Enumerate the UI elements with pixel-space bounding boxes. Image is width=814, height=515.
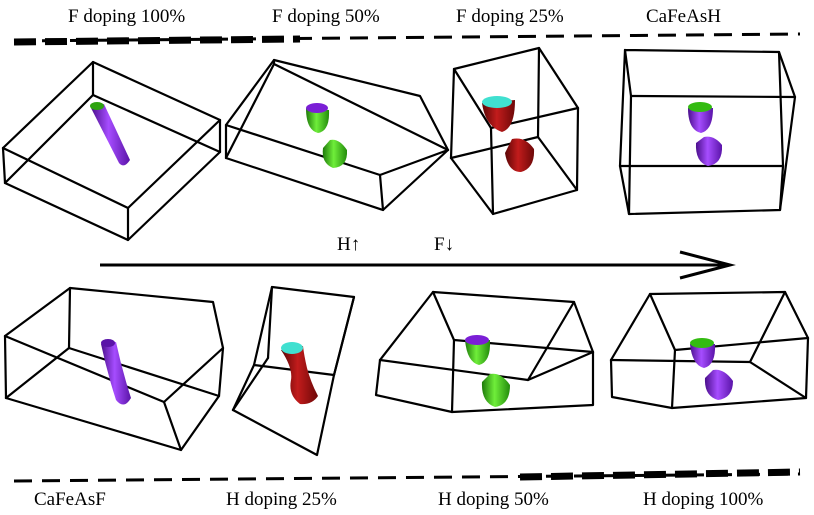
brillouin-zone-f-25: [449, 46, 580, 216]
label-h-doping-100: H doping 100%: [643, 489, 764, 510]
brillouin-zone-f-100: [1, 60, 222, 242]
fermi-pocket-upper-f-50: [306, 103, 330, 133]
label-h-doping-50: H doping 50%: [438, 489, 549, 510]
fermi-pocket-upper-f-25: [482, 96, 515, 132]
label-cafeash: CaFeAsH: [646, 6, 721, 27]
arrow-label-f-down: F↓: [434, 234, 454, 255]
bottom-dashed-separator-thick: [519, 468, 801, 481]
brillouin-zone-f-50: [224, 58, 450, 212]
fermi-pocket-lower-cafeash: [695, 136, 723, 166]
top-dashed-separator-thick: [13, 35, 301, 46]
fermi-pocket-lower-f-50: [322, 139, 348, 168]
brillouin-zone-h-25: [231, 285, 356, 457]
label-f-doping-100: F doping 100%: [68, 6, 185, 27]
label-h-doping-25: H doping 25%: [226, 489, 337, 510]
brillouin-zone-h-100: [609, 290, 810, 410]
fermi-surface-tube-f-100: [90, 102, 130, 166]
fermi-pocket-lower-h-100: [704, 369, 733, 400]
label-cafeasf: CaFeAsF: [34, 489, 106, 510]
bottom-dashed-separator: [13, 472, 801, 483]
brillouin-zone-cafeasf: [3, 286, 225, 452]
label-f-doping-50: F doping 50%: [272, 6, 380, 27]
doping-direction-arrow: [100, 250, 736, 280]
fermi-surface-tube-h-25: [281, 342, 318, 405]
brillouin-zone-cafeash: [618, 48, 797, 216]
label-f-doping-25: F doping 25%: [456, 6, 564, 27]
top-dashed-separator: [13, 32, 801, 43]
fermi-pocket-upper-h-100: [690, 338, 716, 368]
fermi-pocket-upper-h-50: [465, 335, 491, 365]
fermi-surface-tube-cafeasf: [101, 339, 131, 405]
arrow-label-h-up: H↑: [337, 234, 360, 255]
fermi-pocket-upper-cafeash: [688, 102, 713, 133]
fermi-pocket-lower-h-50: [481, 373, 510, 407]
fermi-pocket-lower-f-25: [505, 138, 535, 172]
brillouin-zone-h-50: [374, 290, 595, 414]
